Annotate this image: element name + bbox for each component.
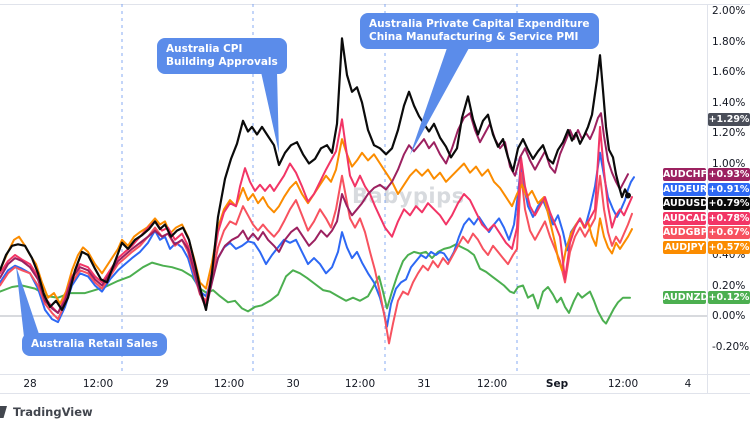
- last-value-badge: +1.29%: [708, 112, 750, 126]
- value-badge-audeur: +0.91%: [708, 182, 750, 196]
- y-axis-label: 0.00%: [712, 310, 746, 322]
- x-axis-label[interactable]: 12:00: [213, 378, 245, 390]
- last-price-dot: [625, 192, 631, 199]
- series-line-audjpy: [0, 138, 633, 305]
- value-badge-audusd: +0.79%: [708, 197, 750, 210]
- value-badge-audcad: +0.78%: [708, 211, 750, 225]
- annotation-tail-retail: [16, 266, 40, 337]
- x-axis-label[interactable]: 12:00: [476, 378, 508, 390]
- symbol-badge-audusd[interactable]: AUDUSD: [663, 197, 709, 210]
- x-axis-label[interactable]: 12:00: [344, 378, 376, 390]
- symbol-badge-audgbp[interactable]: AUDGBP: [663, 226, 708, 239]
- time-axis-separator: [0, 374, 750, 375]
- value-badge-audjpy: +0.57%: [708, 240, 750, 254]
- attribution-bar: TradingView: [0, 399, 93, 425]
- x-axis-label[interactable]: 29: [155, 378, 169, 390]
- series-line-audeur: [0, 151, 635, 328]
- x-axis-label[interactable]: 31: [417, 378, 431, 390]
- chart-bottom-border: [0, 393, 750, 394]
- annotation-tail-cpi: [261, 72, 279, 153]
- symbol-badge-audnzd[interactable]: AUDNZD: [663, 291, 709, 304]
- y-axis-label: 1.00%: [712, 157, 746, 170]
- series-line-audchf: [0, 112, 629, 314]
- y-axis-label: 1.40%: [712, 96, 746, 109]
- x-axis-label[interactable]: Sep: [545, 378, 569, 390]
- x-axis-label[interactable]: 30: [286, 378, 300, 390]
- value-badge-audgbp: +0.67%: [708, 226, 750, 239]
- y-axis-label: 2.00%: [712, 5, 746, 17]
- chart-top-border: [0, 4, 750, 5]
- x-axis-label[interactable]: 12:00: [607, 378, 639, 390]
- series-line-audgbp: [0, 171, 633, 345]
- y-axis-label: -0.20%: [712, 340, 750, 353]
- tradingview-logo-icon[interactable]: [0, 405, 10, 419]
- value-badge-audnzd: +0.12%: [708, 291, 750, 304]
- price-axis-separator: [707, 4, 708, 393]
- series-line-audcad: [0, 118, 633, 314]
- y-axis-label: 1.20%: [712, 127, 746, 139]
- y-axis-label: 1.60%: [712, 66, 746, 78]
- symbol-badge-audjpy[interactable]: AUDJPY: [663, 240, 706, 254]
- value-badge-audchf: +0.93%: [708, 168, 750, 181]
- symbol-badge-audchf[interactable]: AUDCHF: [663, 168, 708, 181]
- symbol-badge-audcad[interactable]: AUDCAD: [663, 211, 708, 225]
- annotation-tail-capex: [410, 48, 469, 155]
- x-axis-label[interactable]: 28: [23, 378, 37, 390]
- y-axis-label: 0.20%: [712, 279, 746, 292]
- series-line-audnzd: [0, 243, 631, 325]
- series-line-audusd: [0, 37, 630, 311]
- y-axis-label: 1.80%: [712, 35, 746, 48]
- x-axis-label[interactable]: 4: [684, 378, 692, 390]
- x-axis-label[interactable]: 12:00: [82, 378, 114, 390]
- symbol-badge-audeur[interactable]: AUDEUR: [663, 182, 708, 196]
- tradingview-attribution[interactable]: TradingView: [13, 405, 93, 419]
